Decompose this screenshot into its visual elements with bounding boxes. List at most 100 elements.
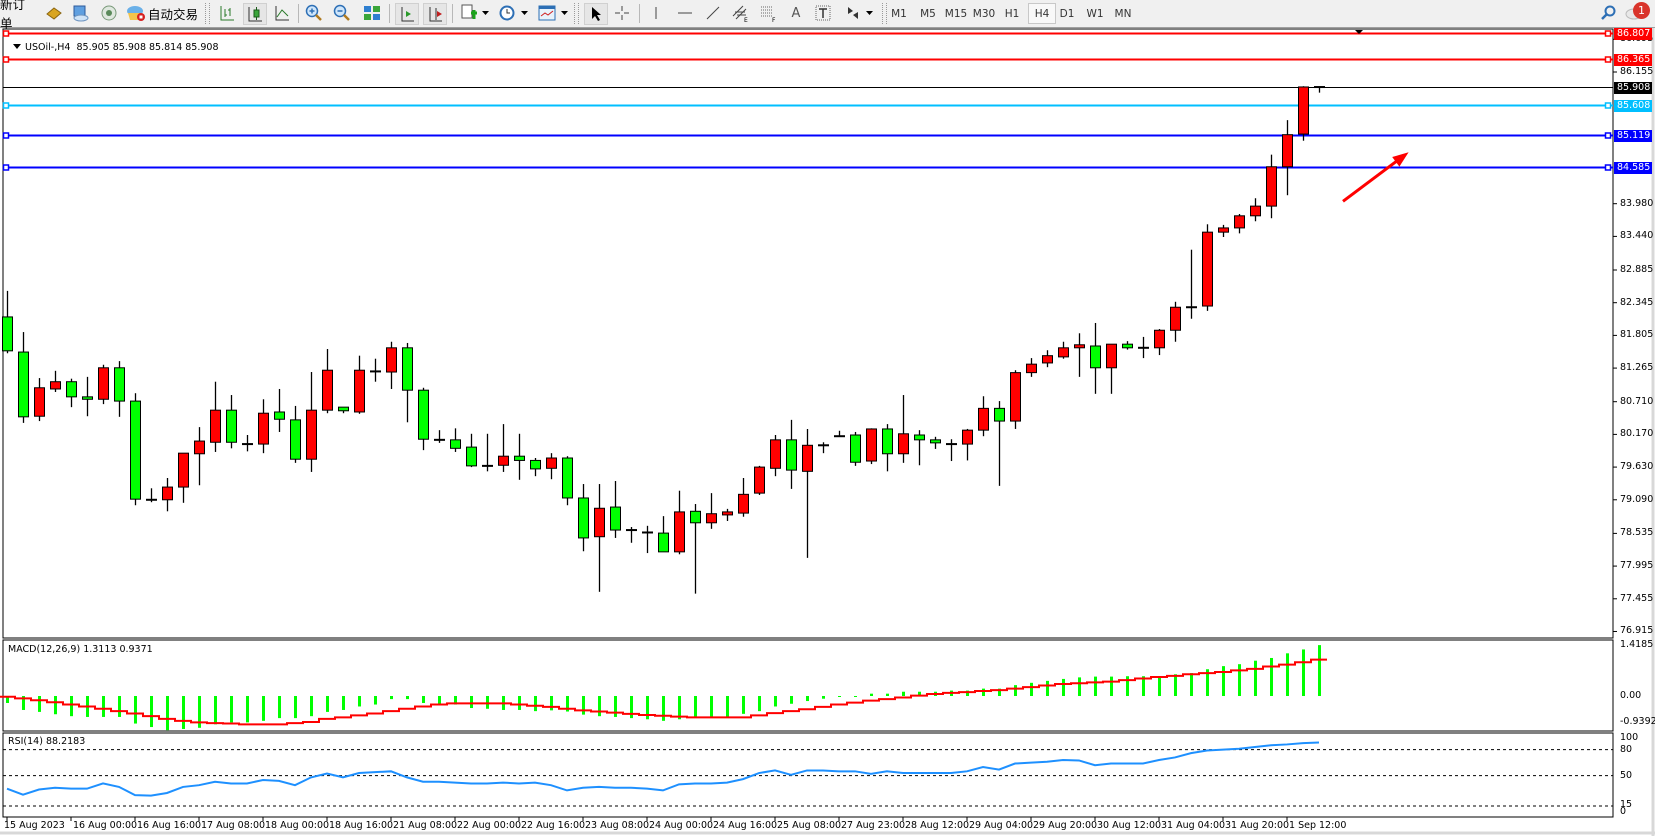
text-label-icon[interactable] <box>813 3 833 23</box>
level-price-label[interactable]: 86.807 <box>1614 27 1652 40</box>
level-price-label[interactable]: 86.365 <box>1614 53 1652 66</box>
timeframe-w1[interactable]: W1 <box>1086 7 1104 20</box>
candle <box>210 381 221 452</box>
candle-body <box>226 409 237 443</box>
level-price-label[interactable]: 85.608 <box>1614 99 1652 112</box>
timeframe-m5[interactable]: M5 <box>920 7 936 20</box>
candle <box>770 434 781 477</box>
auto-scroll-icon[interactable] <box>395 3 419 25</box>
chart-menu-triangle-icon[interactable] <box>13 44 22 49</box>
level-price-label[interactable]: 84.585 <box>1614 161 1652 174</box>
periods-dropdown-icon[interactable] <box>519 3 529 23</box>
candle-body <box>754 466 765 494</box>
candle-body <box>514 455 525 461</box>
macd-histogram-bar <box>822 696 825 699</box>
vertical-line-icon[interactable] <box>646 3 666 23</box>
fibonacci-icon[interactable]: F <box>758 3 780 23</box>
search-icon[interactable] <box>1598 3 1618 23</box>
new-order-button[interactable]: 新订单 <box>0 0 34 31</box>
timeframe-m30[interactable]: M30 <box>972 7 996 20</box>
candle <box>1010 370 1021 429</box>
time-axis-label: 25 Aug 08:00 <box>777 820 842 831</box>
timeframe-m15[interactable]: M15 <box>944 7 968 20</box>
arrows-dropdown-icon[interactable] <box>864 3 874 23</box>
rsi-header: RSI(14) 88.2183 <box>8 736 85 747</box>
auto-trading-icon[interactable] <box>126 3 146 23</box>
macd-histogram-bar <box>150 696 153 728</box>
macd-histogram-bar <box>1142 676 1145 696</box>
timeframe-mn[interactable]: MN <box>1114 7 1132 20</box>
timeframe-h1[interactable]: H1 <box>1004 7 1020 20</box>
candle <box>658 516 669 553</box>
candle <box>466 433 477 468</box>
timeframe-m1[interactable]: M1 <box>891 7 907 20</box>
auto-trading-button[interactable]: 自动交易 <box>148 3 198 23</box>
candle-body <box>386 347 397 373</box>
chart-shift-icon[interactable] <box>423 3 447 25</box>
macd-histogram-bar <box>246 696 249 723</box>
line-chart-icon[interactable] <box>272 3 292 23</box>
horizontal-line-icon[interactable] <box>675 3 695 23</box>
macd-histogram-bar <box>1206 669 1209 696</box>
periods-clock-icon[interactable] <box>497 3 517 23</box>
macd-histogram-bar <box>1254 660 1257 696</box>
candle-body <box>258 412 269 445</box>
candle <box>834 430 845 438</box>
price-axis-label: 79.090 <box>1620 493 1654 505</box>
crosshair-icon[interactable] <box>612 3 632 23</box>
timeframe-h4[interactable]: H4 <box>1028 3 1056 24</box>
level-handle <box>1604 30 1612 37</box>
candle <box>114 361 125 417</box>
candle <box>1122 341 1133 350</box>
candle-body <box>1170 306 1181 331</box>
market-watch-icon[interactable] <box>44 3 64 23</box>
equidistant-channel-icon[interactable]: E <box>730 3 752 23</box>
notification-badge[interactable]: 1 <box>1633 2 1650 19</box>
templates-dropdown-icon[interactable] <box>559 3 569 23</box>
candle <box>1266 154 1277 219</box>
candlestick-chart-icon[interactable] <box>243 3 267 25</box>
indicators-icon[interactable] <box>459 3 479 23</box>
level-handle <box>2 102 10 109</box>
zoom-in-icon[interactable] <box>304 3 324 23</box>
candle <box>962 428 973 461</box>
signals-icon[interactable] <box>99 3 119 23</box>
macd-histogram-bar <box>1014 685 1017 696</box>
bar-chart-icon[interactable] <box>217 3 237 23</box>
macd-axis-label: 1.4185 <box>1620 639 1654 650</box>
macd-signal-line <box>0 658 1327 726</box>
macd-histogram-bar <box>582 696 585 715</box>
arrows-icon[interactable] <box>843 3 863 23</box>
trendline-icon[interactable] <box>703 3 723 23</box>
price-axis-label: 82.885 <box>1620 263 1654 275</box>
new-order-label: 新订单 <box>0 0 26 31</box>
indicators-dropdown-icon[interactable] <box>480 3 490 23</box>
candle-body <box>594 507 605 538</box>
level-handle <box>1604 164 1612 171</box>
candle <box>130 393 141 506</box>
cursor-icon[interactable] <box>584 3 608 25</box>
candle <box>850 431 861 466</box>
zoom-out-icon[interactable] <box>332 3 352 23</box>
rsi-axis-label: 100 <box>1620 732 1639 743</box>
text-tool-icon[interactable]: A <box>791 5 801 21</box>
candle <box>1106 343 1117 394</box>
price-axis-label: 82.345 <box>1620 296 1654 308</box>
macd-histogram-bar <box>1270 657 1273 696</box>
toolbar-grip <box>205 3 210 24</box>
rsi-value: 88.2183 <box>45 736 86 747</box>
level-price-label[interactable]: 85.119 <box>1614 129 1652 142</box>
macd-histogram-bar <box>518 696 521 710</box>
macd-histogram-bar <box>1222 666 1225 696</box>
rsi-axis-label: 80 <box>1620 744 1633 755</box>
tile-windows-icon[interactable] <box>362 3 382 23</box>
timeframe-d1[interactable]: D1 <box>1059 7 1075 20</box>
svg-text:F: F <box>772 17 776 22</box>
candle <box>530 458 541 477</box>
time-axis-label: 27 Aug 23:00 <box>841 820 906 831</box>
toolbar-grip <box>882 3 887 24</box>
templates-icon[interactable] <box>537 3 557 23</box>
navigator-icon[interactable] <box>70 3 90 23</box>
price-axis-label: 83.440 <box>1620 230 1654 242</box>
